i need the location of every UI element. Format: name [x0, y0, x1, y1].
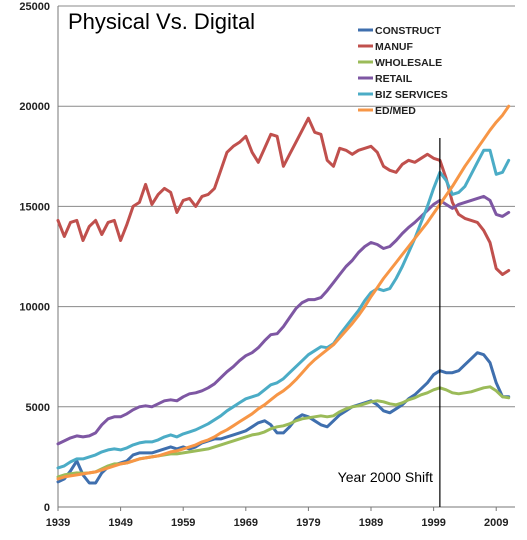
y-tick-label: 20000	[19, 101, 50, 113]
series-line-manuf	[56, 116, 511, 276]
y-tick-label: 10000	[19, 302, 50, 314]
legend-label-wholesale: WHOLESALE	[375, 57, 442, 69]
year-2000-shift-label: Year 2000 Shift	[338, 469, 433, 485]
annotation: Year 2000 Shift	[338, 138, 441, 507]
legend-label-biz-services: BIZ SERVICES	[375, 89, 448, 101]
chart-title: Physical Vs. Digital	[68, 9, 255, 34]
x-tick-label: 1989	[359, 517, 383, 529]
tick-labels: 0 5000 10000 15000 20000 25000 1939 1949 1959 196…	[19, 1, 508, 529]
legend-label-retail: RETAIL	[375, 73, 413, 85]
y-tick-label: 15000	[19, 201, 50, 213]
legend: CONSTRUCT MANUF WHOLESALE RETAIL BIZ SERVICE…	[358, 25, 448, 117]
series-line-biz-services	[56, 148, 511, 470]
y-tick-label: 5000	[26, 402, 50, 414]
gridlines	[58, 5, 515, 408]
series-line-ed-med	[56, 104, 511, 481]
x-tick-label: 1959	[171, 517, 195, 529]
series-line-construct	[56, 351, 511, 485]
y-tick-label: 25000	[19, 1, 50, 13]
series-lines	[56, 104, 511, 485]
x-tick-label: 1949	[108, 517, 132, 529]
legend-label-construct: CONSTRUCT	[375, 25, 441, 37]
x-tick-label: 1979	[296, 517, 320, 529]
y-tick-label: 0	[44, 502, 50, 514]
legend-label-manuf: MANUF	[375, 41, 413, 53]
x-tick-label: 1999	[421, 517, 445, 529]
x-tick-label: 2009	[484, 517, 508, 529]
axes	[57, 6, 515, 511]
x-tick-label: 1939	[46, 517, 70, 529]
series-line-retail	[56, 194, 511, 446]
legend-label-ed-med: ED/MED	[375, 105, 416, 117]
x-tick-label: 1969	[234, 517, 258, 529]
